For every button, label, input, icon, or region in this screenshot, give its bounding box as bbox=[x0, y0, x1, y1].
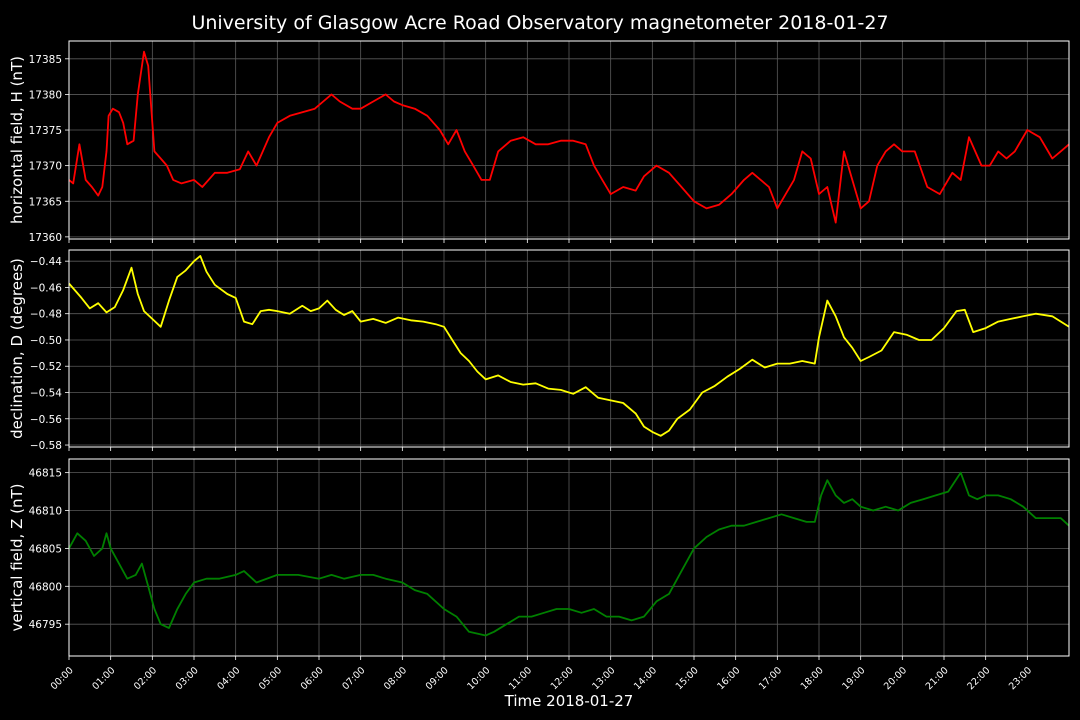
y-axis-label: vertical field, Z (nT) bbox=[8, 483, 26, 631]
y-tick-label: −0.50 bbox=[30, 335, 62, 347]
y-tick-label: 46810 bbox=[29, 506, 62, 518]
y-tick-label: 46795 bbox=[29, 619, 62, 631]
y-tick-label: 17375 bbox=[29, 125, 62, 137]
y-tick-label: −0.44 bbox=[30, 256, 62, 268]
series-line bbox=[68, 50, 1070, 224]
panel-2: −0.58 −0.56 −0.54 −0.52 −0.50 −0.48 −0.46 −0.44… bbox=[8, 249, 1070, 452]
series-line bbox=[68, 471, 1070, 637]
axes-frame bbox=[68, 249, 1070, 448]
y-tick-label: −0.56 bbox=[30, 414, 62, 426]
y-tick-label: 17370 bbox=[29, 161, 62, 173]
axes-frame bbox=[68, 458, 1070, 657]
y-tick-label: −0.54 bbox=[30, 387, 62, 399]
y-axis-label: horizontal field, H (nT) bbox=[8, 56, 26, 224]
y-tick-label: 46800 bbox=[29, 581, 62, 593]
axes-frame bbox=[68, 40, 1070, 240]
x-axis-label: Time 2018-01-27 bbox=[504, 692, 634, 710]
y-tick-label: 17380 bbox=[29, 89, 62, 101]
panel-1: 17360 17365 17370 17375 17380 17385horizontal… bbox=[8, 40, 1070, 244]
y-tick-label: −0.48 bbox=[30, 309, 62, 321]
y-tick-label: 17360 bbox=[29, 232, 62, 244]
series-line bbox=[68, 255, 1070, 437]
y-tick-label: 46815 bbox=[29, 468, 62, 480]
y-tick-label: 46805 bbox=[29, 543, 62, 555]
y-tick-label: 17385 bbox=[29, 54, 62, 66]
chart-title: University of Glasgow Acre Road Observat… bbox=[191, 12, 888, 34]
y-tick-label: −0.46 bbox=[30, 282, 62, 294]
y-tick-label: −0.58 bbox=[30, 440, 62, 452]
y-tick-label: −0.52 bbox=[30, 361, 62, 373]
y-tick-label: 17365 bbox=[29, 196, 62, 208]
y-axis-label: declination, D (degrees) bbox=[8, 258, 26, 439]
